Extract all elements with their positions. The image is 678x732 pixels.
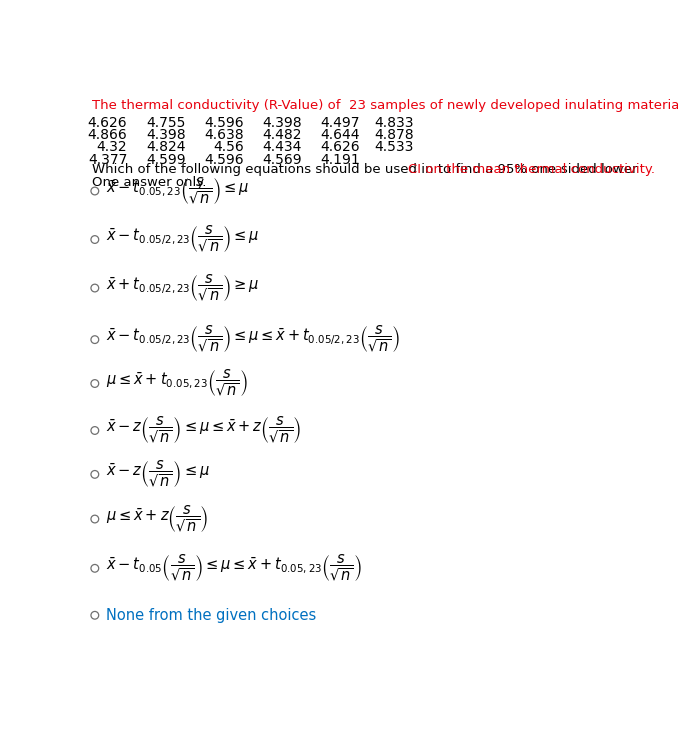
Text: 4.398: 4.398: [262, 116, 302, 130]
Text: 4.638: 4.638: [204, 128, 243, 142]
Text: $\bar{x}+ t_{0.05/2,23}\left(\dfrac{s}{\sqrt{n}}\right)\geq\mu$: $\bar{x}+ t_{0.05/2,23}\left(\dfrac{s}{\…: [106, 272, 258, 304]
Text: 4.56: 4.56: [213, 141, 243, 154]
Text: 4.755: 4.755: [146, 116, 186, 130]
Text: $\bar{x}- t_{0.05}\left(\dfrac{s}{\sqrt{n}}\right)\leq\mu\leq\bar{x}+ t_{0.05,23: $\bar{x}- t_{0.05}\left(\dfrac{s}{\sqrt{…: [106, 553, 362, 584]
Text: $\mu\leq\bar{x}+ z\left(\dfrac{s}{\sqrt{n}}\right)$: $\mu\leq\bar{x}+ z\left(\dfrac{s}{\sqrt{…: [106, 504, 208, 534]
Text: $\bar{x}- t_{0.05/2,23}\left(\dfrac{s}{\sqrt{n}}\right)\leq\mu\leq\bar{x}+ t_{0.: $\bar{x}- t_{0.05/2,23}\left(\dfrac{s}{\…: [106, 324, 399, 355]
Text: 4.596: 4.596: [204, 116, 243, 130]
Text: $\bar{x}- t_{0.05/2,23}\left(\dfrac{s}{\sqrt{n}}\right)\leq\mu$: $\bar{x}- t_{0.05/2,23}\left(\dfrac{s}{\…: [106, 224, 258, 255]
Text: None from the given choices: None from the given choices: [106, 608, 316, 623]
Text: 4.644: 4.644: [321, 128, 360, 142]
Text: 4.377: 4.377: [88, 152, 127, 166]
Text: The thermal conductivity (R-Value) of  23 samples of newly developed inulating m: The thermal conductivity (R-Value) of 23…: [92, 99, 678, 111]
Text: 4.482: 4.482: [262, 128, 302, 142]
Text: 4.878: 4.878: [374, 128, 414, 142]
Text: CI on the mean thermal conductivity.: CI on the mean thermal conductivity.: [407, 163, 655, 176]
Text: $\bar{x}- z\left(\dfrac{s}{\sqrt{n}}\right)\leq\mu$: $\bar{x}- z\left(\dfrac{s}{\sqrt{n}}\rig…: [106, 459, 210, 490]
Text: 4.599: 4.599: [146, 152, 186, 166]
Text: 4.866: 4.866: [87, 128, 127, 142]
Text: $\mu\leq\bar{x}+ t_{0.05,23}\left(\dfrac{s}{\sqrt{n}}\right)$: $\mu\leq\bar{x}+ t_{0.05,23}\left(\dfrac…: [106, 368, 247, 399]
Text: 4.398: 4.398: [146, 128, 186, 142]
Text: 4.191: 4.191: [320, 152, 360, 166]
Text: 4.626: 4.626: [87, 116, 127, 130]
Text: 4.32: 4.32: [97, 141, 127, 154]
Text: 4.497: 4.497: [321, 116, 360, 130]
Text: 4.596: 4.596: [204, 152, 243, 166]
Text: 4.569: 4.569: [262, 152, 302, 166]
Text: One answer only.: One answer only.: [92, 176, 207, 189]
Text: 4.434: 4.434: [262, 141, 302, 154]
Text: 4.533: 4.533: [375, 141, 414, 154]
Text: 4.824: 4.824: [146, 141, 186, 154]
Text: 4.626: 4.626: [320, 141, 360, 154]
Text: 4.833: 4.833: [375, 116, 414, 130]
Text: Which of the following equations should be used in to find a 95% one-sided lower: Which of the following equations should …: [92, 163, 642, 176]
Text: $\bar{x}- z\left(\dfrac{s}{\sqrt{n}}\right)\leq\mu\leq\bar{x}+ z\left(\dfrac{s}{: $\bar{x}- z\left(\dfrac{s}{\sqrt{n}}\rig…: [106, 415, 301, 446]
Text: $\bar{x}- t_{0.05,23}\left(\dfrac{s}{\sqrt{n}}\right)\leq\mu$: $\bar{x}- t_{0.05,23}\left(\dfrac{s}{\sq…: [106, 176, 249, 206]
